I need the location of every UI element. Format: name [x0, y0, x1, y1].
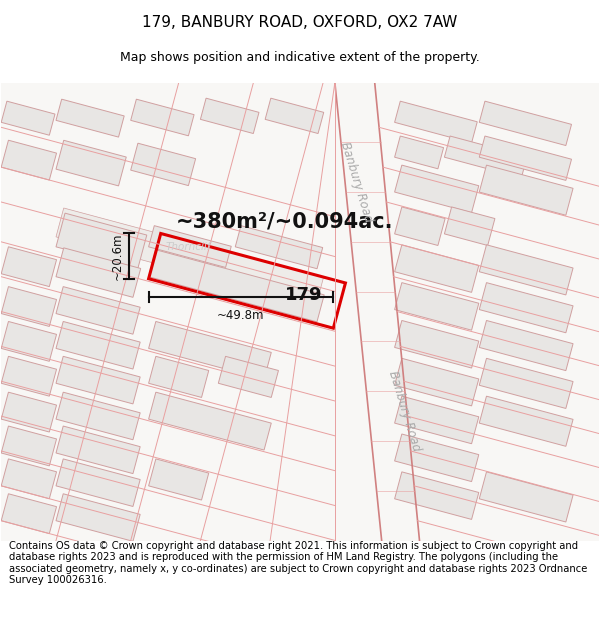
Polygon shape [131, 143, 196, 186]
Polygon shape [445, 207, 495, 246]
Text: ~49.8m: ~49.8m [217, 309, 265, 322]
Polygon shape [479, 358, 573, 409]
Polygon shape [479, 101, 572, 146]
Polygon shape [395, 136, 443, 169]
Text: Contains OS data © Crown copyright and database right 2021. This information is : Contains OS data © Crown copyright and d… [9, 541, 587, 586]
Polygon shape [131, 99, 194, 136]
Polygon shape [56, 392, 140, 440]
Polygon shape [56, 426, 140, 474]
Polygon shape [56, 494, 140, 541]
Polygon shape [1, 287, 56, 326]
Polygon shape [56, 248, 140, 298]
Polygon shape [479, 136, 572, 181]
Text: Banbury Road: Banbury Road [386, 369, 423, 453]
Polygon shape [1, 101, 55, 135]
Polygon shape [395, 165, 479, 212]
Polygon shape [479, 165, 573, 215]
Polygon shape [1, 459, 56, 499]
Polygon shape [395, 245, 479, 292]
Polygon shape [395, 472, 479, 519]
Polygon shape [1, 140, 56, 180]
Polygon shape [218, 356, 278, 398]
Text: Banbury Road: Banbury Road [338, 140, 375, 224]
Polygon shape [235, 226, 323, 269]
Polygon shape [56, 140, 126, 186]
Polygon shape [479, 396, 573, 446]
Polygon shape [56, 99, 124, 137]
Polygon shape [149, 356, 209, 398]
Text: Map shows position and indicative extent of the property.: Map shows position and indicative extent… [120, 51, 480, 64]
Polygon shape [395, 321, 479, 368]
Polygon shape [149, 226, 231, 268]
Polygon shape [1, 356, 56, 396]
Polygon shape [395, 358, 479, 406]
Polygon shape [56, 321, 140, 369]
Text: ~20.6m: ~20.6m [111, 232, 124, 280]
Polygon shape [1, 426, 56, 466]
Polygon shape [56, 208, 323, 306]
Polygon shape [56, 213, 147, 269]
Polygon shape [395, 282, 479, 330]
Text: Thornclif: Thornclif [166, 242, 211, 252]
Polygon shape [56, 459, 140, 506]
Polygon shape [56, 287, 140, 334]
Polygon shape [445, 136, 527, 178]
Polygon shape [479, 282, 573, 332]
Polygon shape [149, 459, 209, 500]
Polygon shape [479, 245, 573, 295]
Polygon shape [1, 392, 56, 432]
Polygon shape [1, 321, 56, 361]
Text: 179: 179 [286, 286, 323, 304]
Polygon shape [479, 472, 573, 522]
Text: 179, BANBURY ROAD, OXFORD, OX2 7AW: 179, BANBURY ROAD, OXFORD, OX2 7AW [142, 15, 458, 30]
Polygon shape [395, 396, 479, 444]
Polygon shape [56, 356, 140, 404]
Text: ~380m²/~0.094ac.: ~380m²/~0.094ac. [176, 212, 393, 232]
Polygon shape [200, 98, 259, 134]
Polygon shape [149, 321, 271, 379]
Polygon shape [395, 434, 479, 482]
Polygon shape [1, 494, 56, 534]
Polygon shape [395, 207, 445, 246]
Polygon shape [149, 392, 271, 450]
Polygon shape [479, 321, 573, 371]
Polygon shape [149, 250, 324, 322]
Polygon shape [1, 247, 56, 287]
Polygon shape [395, 101, 477, 143]
Polygon shape [265, 98, 324, 134]
